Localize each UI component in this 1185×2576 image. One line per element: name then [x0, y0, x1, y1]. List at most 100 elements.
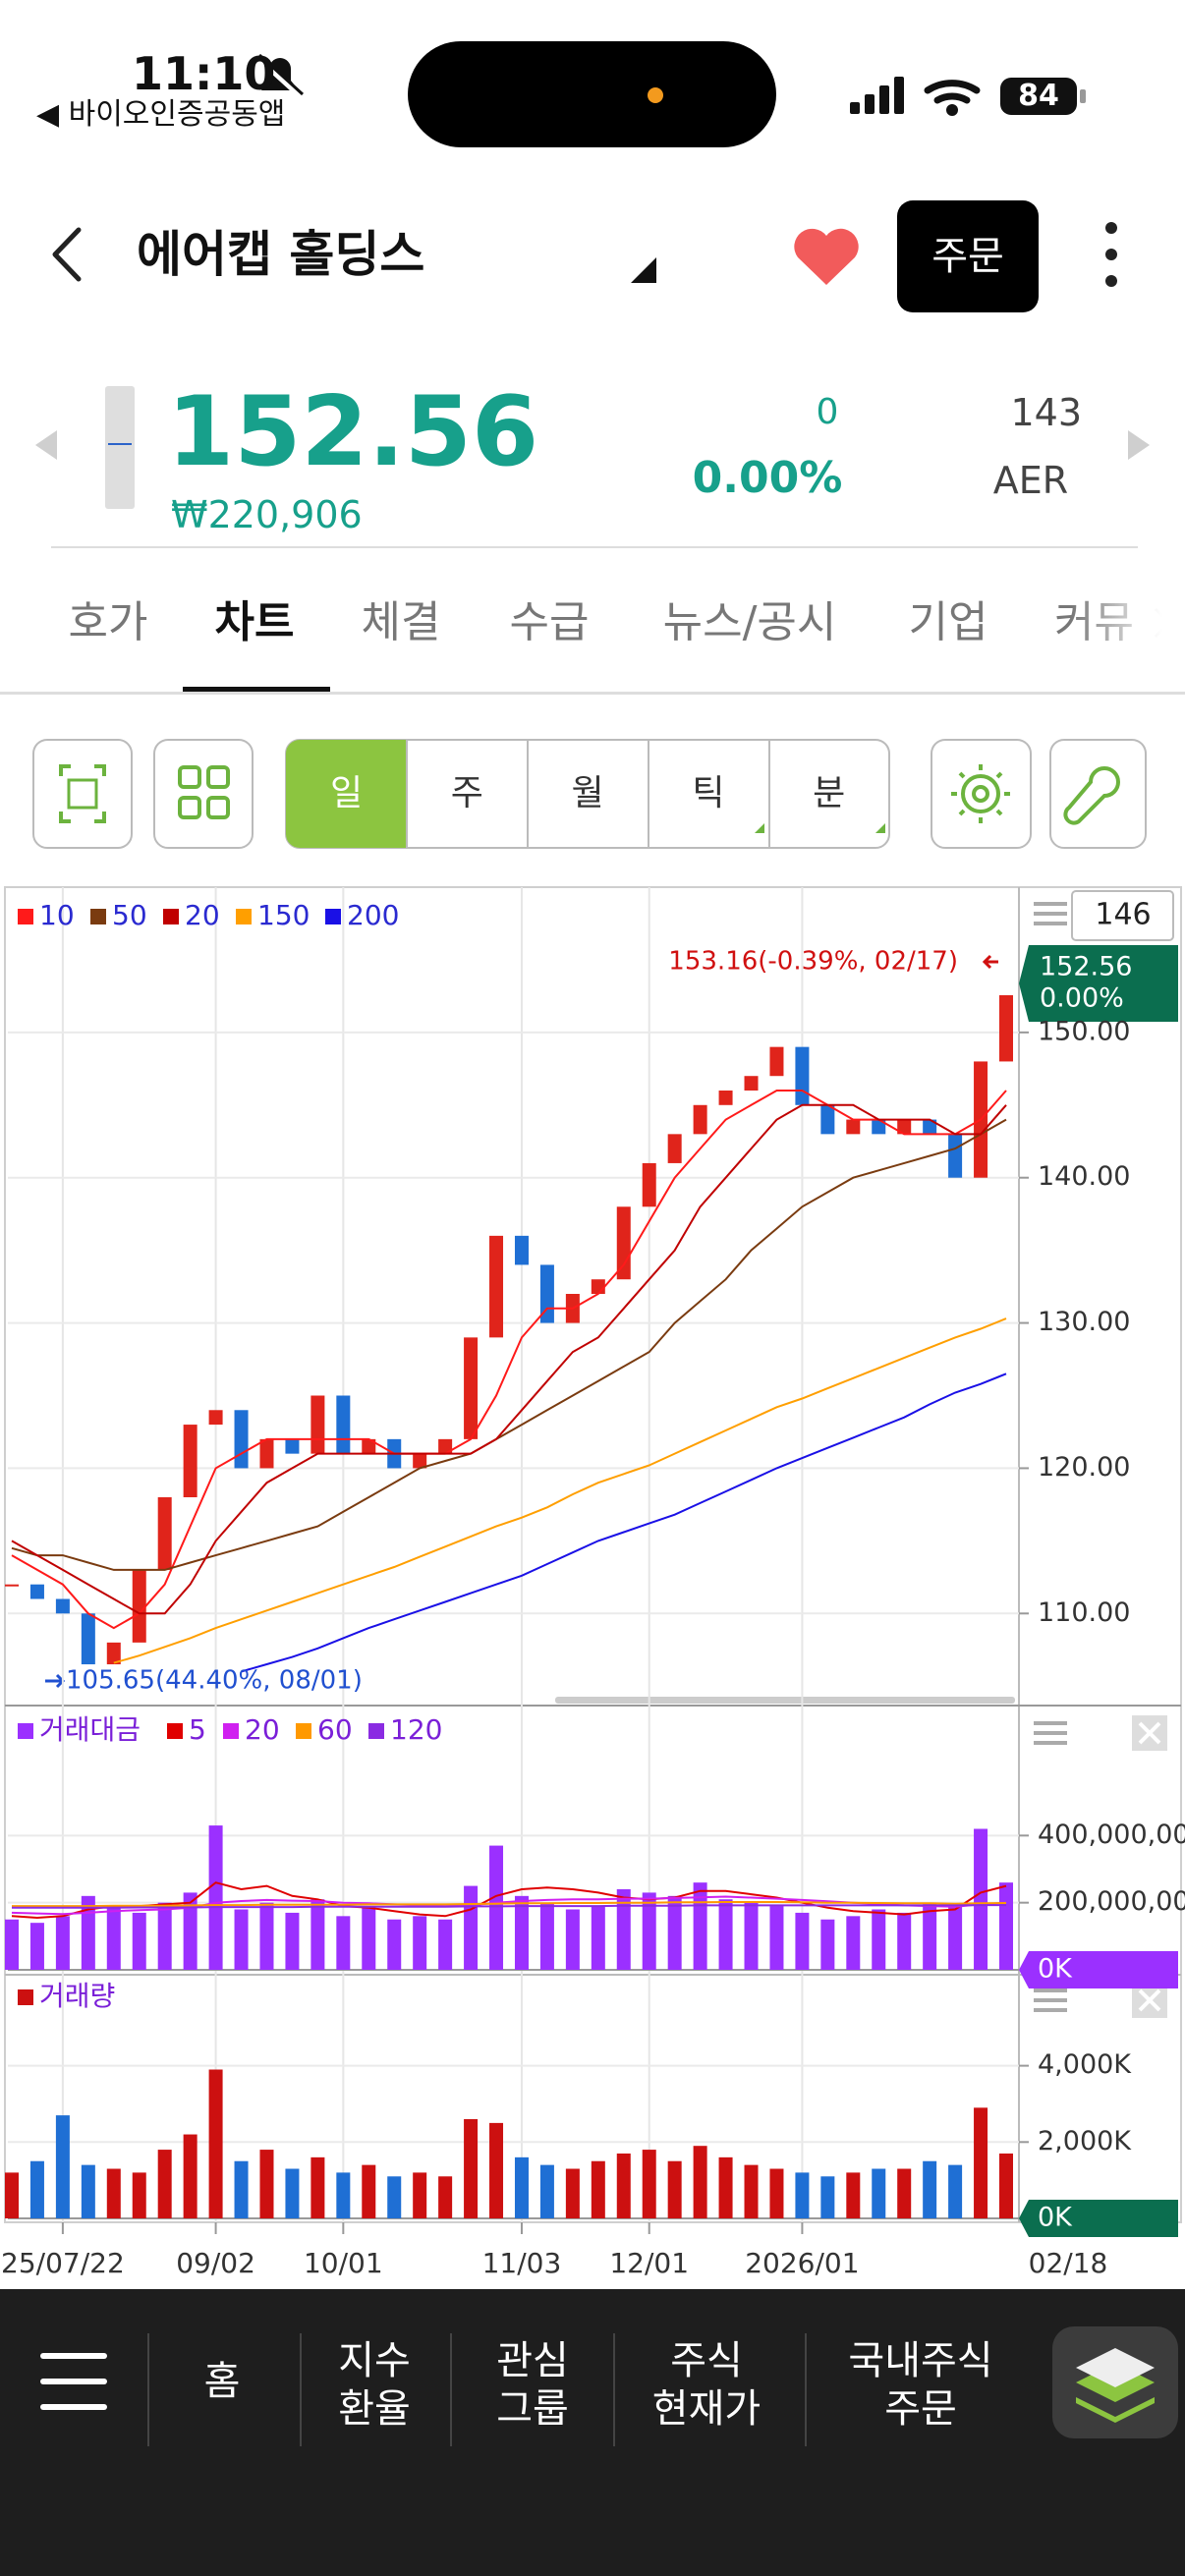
- tab[interactable]: 호가: [68, 597, 148, 647]
- period-button[interactable]: 월: [571, 773, 604, 813]
- turnover-bar: [923, 1902, 937, 1970]
- current-price: 152.56: [167, 376, 539, 488]
- legend-label: 200: [347, 899, 399, 931]
- candle: [208, 1410, 223, 1426]
- menu-button[interactable]: [40, 2353, 107, 2410]
- turnover-bar: [81, 1895, 95, 1970]
- period-button[interactable]: 분: [813, 773, 846, 813]
- candle: [489, 1235, 504, 1338]
- status-time: 11:10: [132, 47, 276, 100]
- volume-bar: [132, 2172, 146, 2218]
- nav-item[interactable]: 그룹: [496, 2386, 569, 2432]
- mute-slash: [257, 53, 305, 96]
- legend-swatch: [223, 1723, 239, 1739]
- stock-dropdown[interactable]: [631, 257, 656, 283]
- volume-bar: [667, 2160, 682, 2218]
- legend-label: 150: [257, 899, 310, 931]
- volume-bar: [336, 2172, 351, 2218]
- turnover-bar: [872, 1909, 886, 1970]
- chart-scrollbar[interactable]: [555, 1697, 1015, 1704]
- fullscreen-button[interactable]: [32, 739, 133, 849]
- moving-average-line: [113, 1317, 1007, 1664]
- turnover-bar: [234, 1909, 249, 1970]
- volume-bar: [310, 2156, 325, 2218]
- legend-swatch: [167, 1723, 183, 1739]
- turnover-bar: [999, 1882, 1013, 1970]
- volume-bar: [693, 2146, 707, 2218]
- volume-bar: [948, 2164, 963, 2218]
- wrench-icon: [1063, 766, 1120, 825]
- period-input-box[interactable]: [1071, 890, 1174, 941]
- zero-label-box: [1019, 2200, 1178, 2237]
- tools-button[interactable]: [1049, 739, 1147, 849]
- back-app-link[interactable]: ◀ 바이오인증공동앱: [36, 97, 286, 132]
- candle: [259, 1438, 274, 1469]
- layout-button[interactable]: [153, 739, 254, 849]
- last-price: 152.56: [1040, 952, 1132, 982]
- period-button[interactable]: 틱: [692, 773, 725, 813]
- prev-stock[interactable]: [35, 430, 57, 460]
- volume-bar: [29, 2160, 44, 2218]
- nav-item[interactable]: 지수: [338, 2338, 411, 2383]
- tab[interactable]: 체결: [361, 597, 441, 647]
- nav-home[interactable]: 홈: [203, 2359, 241, 2404]
- y-tick-label: 0K: [1038, 1954, 1073, 1985]
- favorite-heart[interactable]: [794, 228, 859, 285]
- turnover-bar: [336, 1916, 351, 1970]
- price-krw: ₩220,906: [171, 493, 363, 536]
- candle: [718, 1091, 733, 1105]
- order-button[interactable]: [897, 200, 1039, 312]
- period-button[interactable]: 일: [329, 773, 364, 813]
- candle: [29, 1584, 44, 1599]
- nav-item[interactable]: 주문: [884, 2386, 957, 2432]
- nav-item[interactable]: 현재가: [651, 2386, 762, 2432]
- volume-bar: [820, 2176, 835, 2218]
- tab[interactable]: 수급: [509, 597, 590, 647]
- legend-swatch: [296, 1723, 311, 1739]
- fullscreen-icon: [59, 764, 106, 823]
- turnover-average-line: [12, 1904, 1006, 1909]
- moving-average-line: [11, 1090, 1007, 1630]
- y-tick-label: 0K: [1038, 2203, 1073, 2233]
- turnover-bar: [744, 1902, 759, 1970]
- panel-menu-icons[interactable]: [1034, 902, 1067, 2012]
- turnover-average-line: [11, 1881, 1007, 1920]
- volume-bar: [539, 2164, 554, 2218]
- nav-item[interactable]: 국내주식: [848, 2338, 993, 2383]
- turnover-bar: [897, 1912, 912, 1970]
- turnover-bar: [514, 1895, 529, 1970]
- candle: [948, 1134, 963, 1178]
- nav-item[interactable]: 주식: [670, 2338, 743, 2383]
- volume-bar: [106, 2168, 121, 2218]
- tab[interactable]: 기업: [908, 597, 988, 647]
- candle: [310, 1395, 325, 1454]
- candle: [795, 1046, 810, 1105]
- next-stock[interactable]: [1128, 430, 1150, 460]
- candle: [106, 1642, 121, 1665]
- settings-button[interactable]: [931, 739, 1032, 849]
- turnover-bar: [565, 1909, 580, 1970]
- x-tick-label: 02/18: [1029, 2247, 1108, 2279]
- tab[interactable]: 차트: [214, 597, 295, 647]
- volume-bar: [846, 2172, 861, 2218]
- nav-item[interactable]: 관심: [496, 2338, 569, 2383]
- period-button[interactable]: 주: [450, 773, 483, 813]
- y-tick-label: 200,000,00: [1038, 1886, 1185, 1917]
- wifi-dot: [946, 104, 958, 116]
- turnover-bar: [769, 1906, 784, 1970]
- candle: [846, 1119, 861, 1135]
- order-button-label[interactable]: 주문: [931, 234, 1004, 279]
- nav-item[interactable]: 환율: [338, 2386, 411, 2432]
- nav-separators: [147, 2333, 807, 2446]
- candle: [183, 1425, 198, 1497]
- candle: [438, 1438, 453, 1454]
- tab[interactable]: 뉴스/공시: [662, 597, 837, 647]
- volume-bar: [183, 2134, 198, 2218]
- period-dividers: [406, 740, 770, 848]
- last-price-box: [1019, 945, 1178, 1022]
- more-menu[interactable]: [1105, 222, 1117, 287]
- legend-swatch: [368, 1723, 384, 1739]
- turnover-bar: [718, 1899, 733, 1970]
- back-button[interactable]: [52, 227, 82, 282]
- candle: [336, 1395, 351, 1454]
